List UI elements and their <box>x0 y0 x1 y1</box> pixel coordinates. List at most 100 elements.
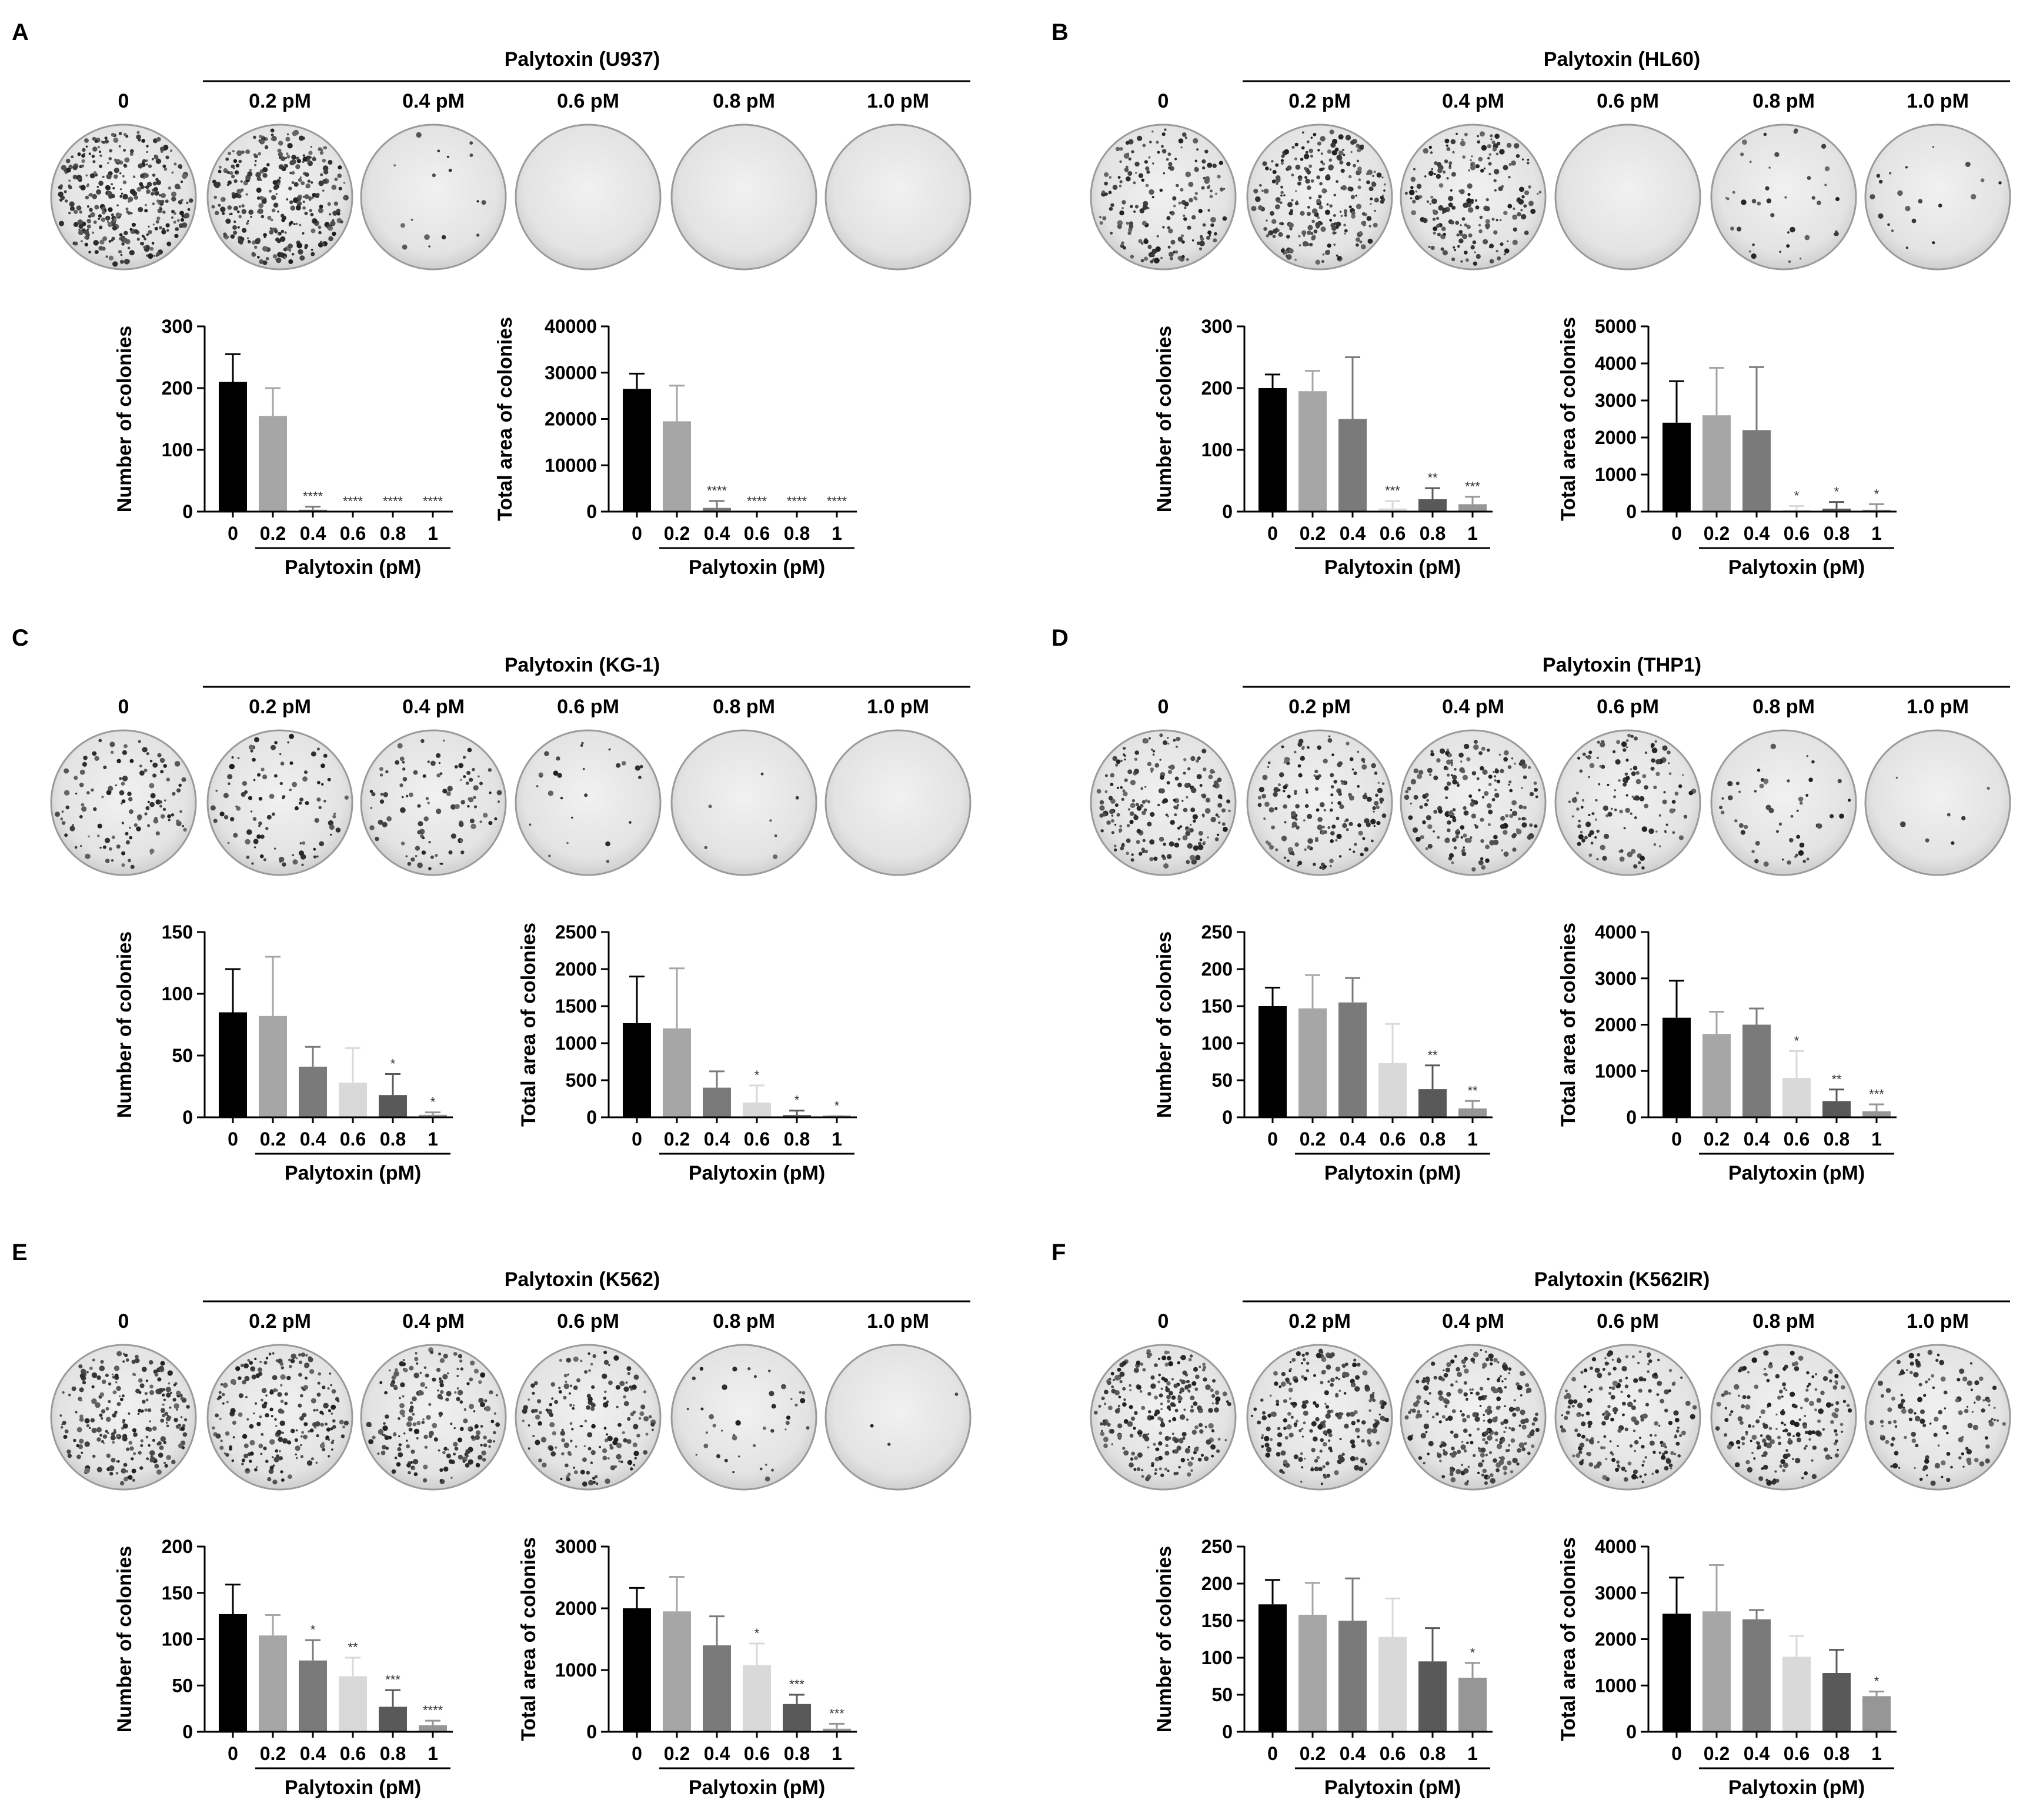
y-tick-label: 1500 <box>555 996 597 1017</box>
x-tick-label: 0.2 <box>1300 1128 1326 1150</box>
bar <box>1338 419 1367 512</box>
significance-marker: * <box>755 1068 760 1083</box>
panel-title: Palytoxin (HL60) <box>1544 48 1700 71</box>
y-tick-label: 1000 <box>1595 464 1637 485</box>
bar <box>1822 1101 1851 1117</box>
bar <box>219 1614 247 1732</box>
bar-chart-colony-count: 0 50 100 150 Number of colonies * * 0 0.2 0.4 0.6 0… <box>113 921 453 1184</box>
y-tick-label: 3000 <box>1595 968 1637 989</box>
y-tick-label: 250 <box>1201 1536 1233 1557</box>
x-tick-label: 0.8 <box>1824 1128 1850 1150</box>
x-tick-label: 1 <box>832 523 842 544</box>
significance-marker: * <box>794 1093 800 1108</box>
x-tick-label: 0.8 <box>784 523 810 544</box>
y-axis-label: Number of colonies <box>113 1546 136 1732</box>
x-tick-label: 0.8 <box>1824 523 1850 544</box>
colony-plate-image <box>1554 729 1701 876</box>
x-tick-label: 0.8 <box>1420 523 1446 544</box>
colony-plate-image <box>1400 1344 1547 1491</box>
panel-title: Palytoxin (U937) <box>505 48 660 71</box>
y-axis-label: Number of colonies <box>113 931 136 1118</box>
colony-plate-image <box>824 1344 972 1491</box>
x-axis-label: Palytoxin (pM) <box>1324 1776 1461 1799</box>
y-tick-label: 50 <box>1211 1684 1233 1705</box>
dose-label: 0.6 pM <box>557 696 619 718</box>
x-tick-label: 0.4 <box>1744 523 1770 544</box>
x-tick-label: 0.2 <box>664 1743 690 1764</box>
y-tick-label: 100 <box>1201 1033 1233 1054</box>
bar-chart-colony-area: 0 1000 2000 3000 4000 5000 Total area of colon… <box>1557 316 1897 579</box>
x-tick-label: 1 <box>1871 523 1882 544</box>
significance-marker: * <box>1470 1645 1475 1660</box>
y-tick-label: 150 <box>162 1582 193 1604</box>
y-tick-label: 100 <box>162 983 193 1004</box>
panel-letter: C <box>12 625 29 651</box>
x-tick-label: 0.8 <box>380 523 406 544</box>
bar <box>1702 415 1731 512</box>
panel-title: Palytoxin (K562IR) <box>1534 1268 1710 1291</box>
dose-label: 1.0 pM <box>867 90 929 112</box>
x-tick-label: 0.4 <box>1744 1743 1770 1764</box>
significance-marker: *** <box>1385 483 1400 498</box>
x-tick-label: 0.2 <box>1704 1128 1730 1150</box>
significance-marker: * <box>1794 1033 1800 1048</box>
y-tick-label: 200 <box>162 378 193 399</box>
significance-marker: * <box>311 1622 316 1637</box>
x-axis-label: Palytoxin (pM) <box>689 1162 825 1184</box>
x-tick-label: 0.4 <box>1744 1128 1770 1150</box>
y-tick-label: 4000 <box>1595 921 1637 943</box>
significance-marker: * <box>834 1098 840 1113</box>
x-tick-label: 1 <box>832 1743 842 1764</box>
dose-label: 0 <box>1158 1310 1169 1333</box>
bar <box>1418 1661 1447 1732</box>
colony-plate-image <box>1864 729 2011 876</box>
dose-label: 0.8 pM <box>1752 90 1815 112</box>
colony-plate-image <box>206 1344 353 1491</box>
significance-marker: * <box>1834 485 1840 499</box>
x-tick-label: 0.8 <box>1824 1743 1850 1764</box>
dose-label: 1.0 pM <box>867 1310 929 1333</box>
colony-plate-image <box>1554 123 1701 271</box>
colony-plate-image <box>515 1344 662 1491</box>
x-tick-label: 0 <box>228 1743 238 1764</box>
x-tick-label: 0.8 <box>380 1128 406 1150</box>
bar <box>623 389 651 512</box>
colony-plate-image <box>1710 729 1857 876</box>
dose-label: 0.2 pM <box>249 696 311 718</box>
x-axis-label: Palytoxin (pM) <box>689 556 825 579</box>
x-tick-label: 0.6 <box>340 1743 366 1764</box>
bar <box>1338 1002 1367 1117</box>
significance-marker: * <box>1874 486 1880 501</box>
dose-label: 0.6 pM <box>557 1310 619 1333</box>
bar <box>623 1023 651 1117</box>
significance-marker: ** <box>1427 1048 1438 1063</box>
dose-label: 0.8 pM <box>713 696 775 718</box>
bar <box>703 1087 731 1117</box>
dose-label: 1.0 pM <box>867 696 929 718</box>
x-tick-label: 0 <box>228 1128 238 1150</box>
colony-plate-image <box>50 1344 197 1491</box>
bar-chart-colony-area: 0 500 1000 1500 2000 2500 Total area of coloni… <box>518 921 857 1184</box>
significance-marker: *** <box>385 1672 400 1687</box>
colony-plate-image <box>670 123 817 271</box>
colony-plate-image <box>1710 1344 1857 1491</box>
x-tick-label: 0.8 <box>1420 1128 1446 1150</box>
colony-plate-image <box>1090 729 1237 876</box>
panel-title: Palytoxin (THP1) <box>1543 654 1701 676</box>
y-tick-label: 150 <box>162 921 193 943</box>
bar <box>1702 1611 1731 1732</box>
x-tick-label: 0.4 <box>704 1743 730 1764</box>
bar <box>703 1645 731 1732</box>
bar <box>1822 1672 1851 1732</box>
colony-plate-image <box>50 729 197 876</box>
colony-plate-image <box>824 729 972 876</box>
significance-marker: * <box>755 1626 760 1641</box>
y-tick-label: 300 <box>162 316 193 337</box>
bar <box>1298 1008 1327 1117</box>
y-tick-label: 200 <box>1201 1573 1233 1594</box>
y-tick-label: 3000 <box>555 1536 597 1557</box>
bar <box>1258 1604 1287 1732</box>
y-tick-label: 0 <box>1222 1107 1233 1128</box>
x-tick-label: 0.8 <box>380 1743 406 1764</box>
bar <box>1338 1621 1367 1732</box>
